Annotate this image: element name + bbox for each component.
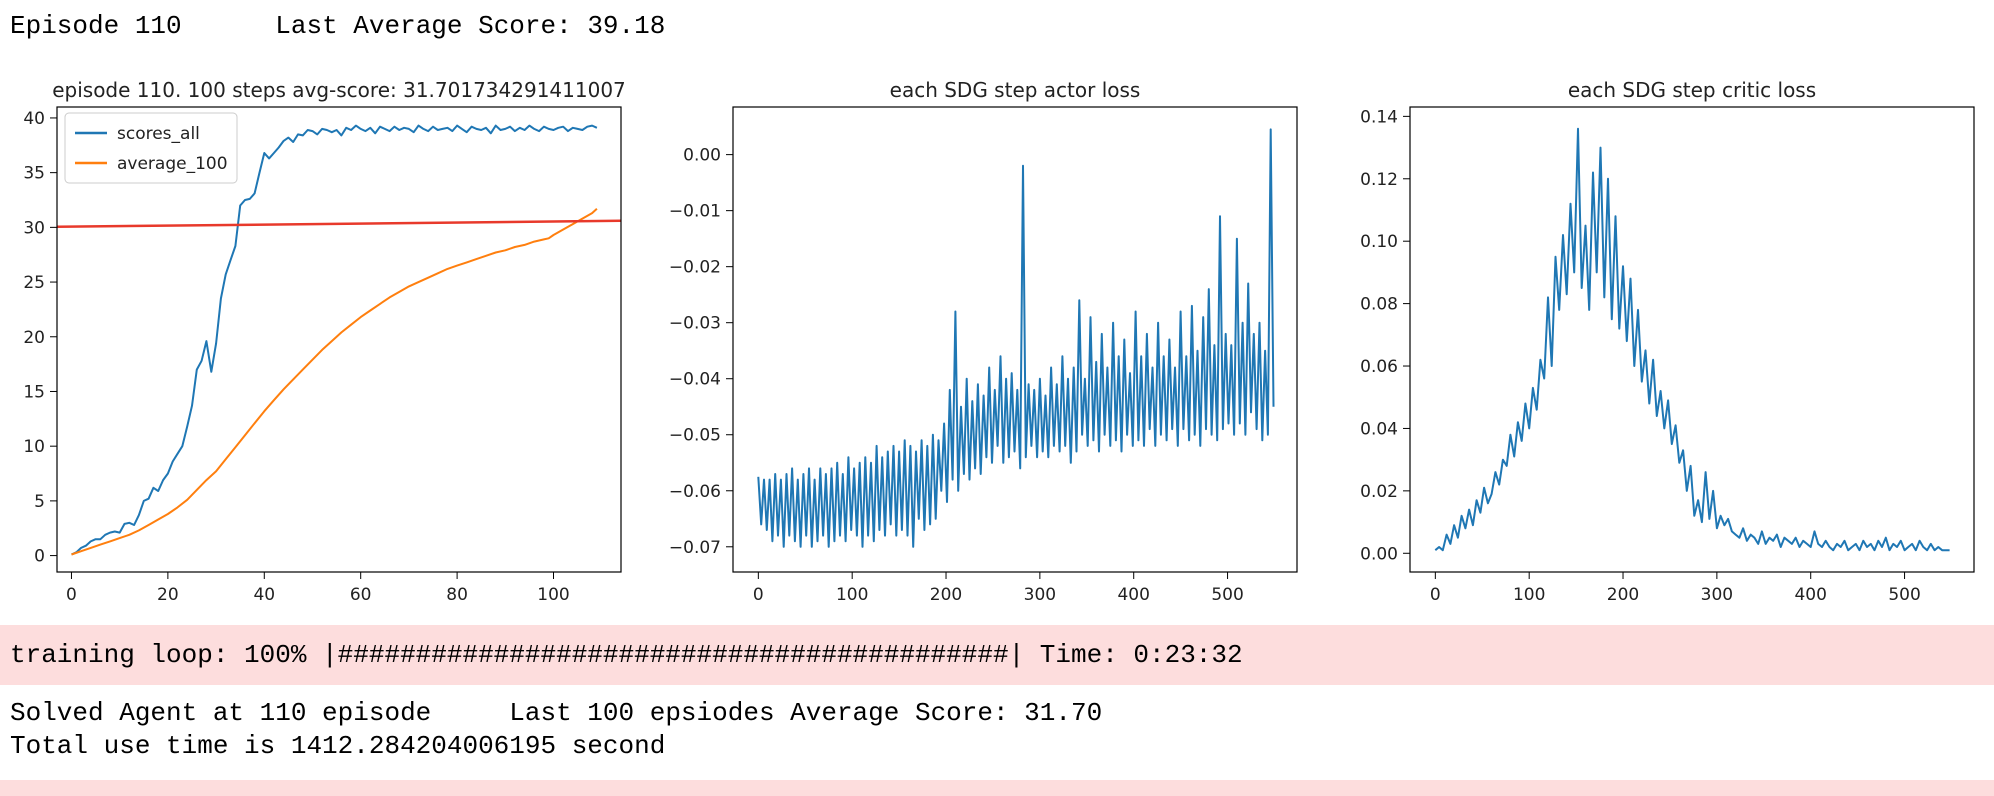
y-tick-label: 10 [23, 437, 45, 457]
series-line-average-100 [71, 208, 598, 556]
legend: scores_all average_100 [64, 112, 238, 184]
x-tick-label: 100 [836, 585, 868, 605]
y-tick-label: 0.02 [1360, 482, 1398, 502]
y-tick-label: −0.02 [669, 258, 721, 278]
legend-label: scores_all [117, 124, 200, 144]
y-tick-label: −0.03 [669, 314, 721, 334]
y-tick-label: 0.08 [1360, 295, 1398, 315]
y-tick-label: 0.04 [1360, 419, 1398, 439]
plot-frame [56, 106, 622, 573]
y-tick-label: 40 [23, 109, 45, 129]
avg-score-text: Last 100 epsiodes Average Score: 31.70 [509, 698, 1103, 728]
y-tick-label: 30 [23, 218, 45, 238]
y-tick-label: −0.04 [669, 370, 721, 390]
loss-series-line [1434, 127, 1950, 552]
chart-1: episode 110. 100 steps avg-score: 31.701… [23, 78, 625, 605]
x-tick-label: 100 [1513, 585, 1545, 605]
y-tick-label: 0.00 [1360, 544, 1398, 564]
x-tick-label: 400 [1794, 585, 1826, 605]
plot-frame [1409, 106, 1975, 573]
x-tick-label: 80 [446, 585, 468, 605]
solved-line: Solved Agent at 110 episode Last 100 eps… [10, 697, 1102, 730]
y-tick-label: 0.06 [1360, 357, 1398, 377]
stderr-output-tail [0, 780, 1994, 796]
chart-2: each SDG step actor loss 0 100 200 300 400 500… [669, 78, 1298, 605]
header-line: Episode 110 Last Average Score: 39.18 [10, 8, 665, 44]
y-tick-label: 0.12 [1360, 170, 1398, 190]
x-tick-label: 0 [66, 585, 77, 605]
x-tick-label: 500 [1888, 585, 1920, 605]
x-tick-label: 0 [753, 585, 764, 605]
x-tick-label: 200 [930, 585, 962, 605]
x-tick-label: 500 [1211, 585, 1243, 605]
legend-box [64, 112, 238, 184]
chart-3: each SDG step critic loss 0 100 200 300 400 50… [1360, 78, 1975, 605]
x-tick-label: 100 [537, 585, 569, 605]
x-tick-label: 60 [350, 585, 372, 605]
loss-series-line [757, 128, 1275, 548]
chart-title: episode 110. 100 steps avg-score: 31.701… [52, 78, 626, 102]
y-tick-label: 35 [23, 164, 45, 184]
chart-title: each SDG step critic loss [1568, 78, 1816, 102]
progress-prefix: training loop: 100% | [10, 640, 338, 670]
progress-suffix: | Time: 0:23:32 [1008, 640, 1243, 670]
x-tick-label: 40 [253, 585, 275, 605]
result-output: Solved Agent at 110 episode Last 100 eps… [10, 697, 1102, 763]
x-tick-label: 0 [1430, 585, 1441, 605]
x-tick-label: 400 [1117, 585, 1149, 605]
y-tick-label: 20 [23, 328, 45, 348]
y-tick-label: −0.01 [669, 202, 721, 222]
progress-line: training loop: 100% |###################… [10, 637, 1243, 673]
y-tick-label: 0 [34, 547, 45, 567]
last-average-score: Last Average Score: 39.18 [275, 11, 666, 41]
y-tick-label: −0.07 [669, 538, 721, 558]
x-tick-label: 200 [1607, 585, 1639, 605]
legend-label: average_100 [117, 154, 228, 174]
series-line-scores-all [71, 124, 598, 556]
chart-figure: episode 110. 100 steps avg-score: 31.701… [23, 78, 1975, 605]
total-time-line: Total use time is 1412.284204006195 seco… [10, 731, 666, 761]
plot-frame [732, 106, 1298, 573]
y-tick-label: 0.00 [683, 146, 721, 166]
x-tick-label: 20 [157, 585, 179, 605]
x-tick-label: 300 [1024, 585, 1056, 605]
solved-text: Solved Agent at 110 episode [10, 698, 432, 728]
progress-bar: ########################################… [337, 640, 1009, 670]
episode-label: Episode 110 [10, 11, 182, 41]
y-tick-label: 25 [23, 273, 45, 293]
y-tick-label: 0.10 [1360, 232, 1398, 252]
threshold-line [57, 219, 621, 229]
progress-output: training loop: 100% |###################… [0, 625, 1994, 685]
y-tick-label: 5 [34, 492, 45, 512]
y-tick-label: −0.05 [669, 426, 721, 446]
y-tick-label: 0.14 [1360, 107, 1398, 127]
figure: episode 110. 100 steps avg-score: 31.701… [0, 62, 1994, 622]
x-tick-label: 300 [1701, 585, 1733, 605]
y-tick-label: −0.06 [669, 482, 721, 502]
chart-title: each SDG step actor loss [890, 78, 1141, 102]
y-tick-label: 15 [23, 382, 45, 402]
